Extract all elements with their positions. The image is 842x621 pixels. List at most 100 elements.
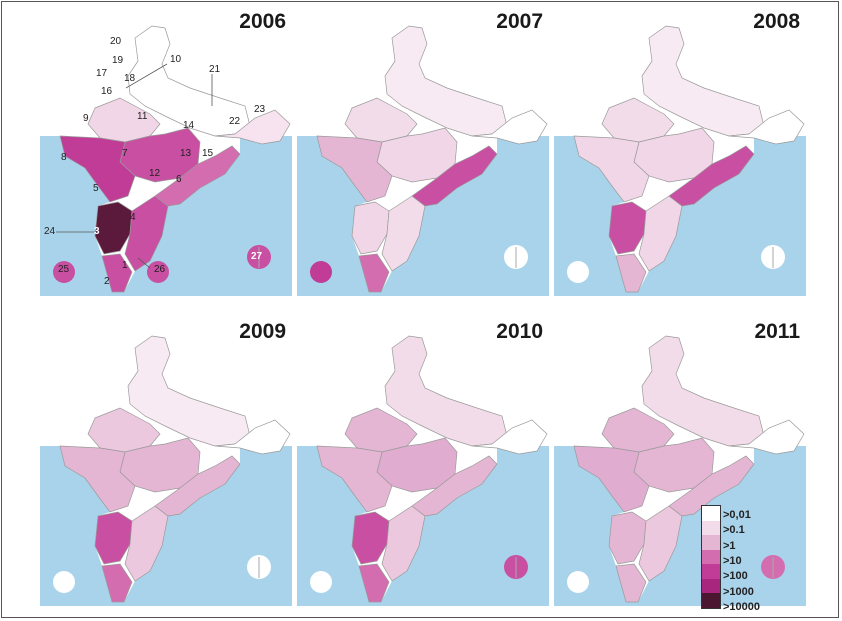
legend-label: >100	[723, 570, 748, 583]
state-label-10: 10	[170, 54, 182, 65]
region-kerala	[101, 563, 133, 603]
legend-label: >0.1	[723, 524, 745, 537]
legend-label: >10	[723, 554, 742, 567]
legend-color-bar	[701, 505, 721, 609]
legend: >0,01 >0.1 >1 >10 >100 >1000 >10000	[701, 505, 783, 613]
region-s	[351, 511, 390, 565]
region-e	[154, 455, 241, 517]
state-label-9: 9	[83, 113, 89, 124]
year-label: 2010	[496, 320, 543, 343]
region-ne	[214, 109, 291, 145]
region-nw	[601, 407, 675, 453]
year-label: 2011	[754, 320, 800, 343]
region-kerala	[615, 563, 647, 603]
state-label-14: 14	[183, 120, 195, 131]
state-label-27: 27	[251, 251, 263, 262]
region-kerala	[615, 253, 647, 293]
state-label-21: 21	[209, 64, 221, 75]
region-e	[154, 145, 241, 207]
state-label-5: 5	[93, 183, 99, 194]
state-label-4: 4	[130, 212, 136, 223]
region-kerala	[358, 253, 390, 293]
map-panel-2008: 2008	[554, 6, 806, 296]
state-label-25: 25	[58, 264, 70, 275]
state-label-19: 19	[112, 55, 124, 66]
state-label-1: 1	[122, 260, 128, 271]
region-kerala	[358, 563, 390, 603]
region-e	[668, 455, 755, 517]
state-label-8: 8	[61, 152, 67, 163]
region-w	[316, 135, 393, 203]
island-26	[147, 261, 169, 283]
legend-swatch	[702, 535, 720, 550]
state-label-6: 6	[176, 174, 182, 185]
legend-label: >1000	[723, 585, 754, 598]
state-label-7: 7	[122, 148, 128, 159]
state-label-23: 23	[254, 104, 266, 115]
region-s	[94, 511, 133, 565]
map-panel-2007: 2007	[297, 6, 549, 296]
island-lakshadweep	[53, 261, 75, 283]
state-label-24: 24	[44, 226, 56, 237]
state-label-2: 2	[104, 276, 110, 287]
legend-label: >0,01	[723, 509, 751, 521]
legend-swatch	[702, 564, 720, 579]
legend-labels: >0,01 >0.1 >1 >10 >100 >1000 >10000	[723, 509, 783, 613]
legend-swatch	[702, 549, 720, 565]
island-lakshadweep	[53, 571, 75, 593]
leader-10	[125, 63, 168, 89]
region-ne	[214, 419, 291, 455]
year-label: 2008	[753, 10, 800, 33]
region-e	[411, 145, 498, 207]
map-panel-2011: 2011	[554, 316, 806, 606]
region-nw	[601, 97, 675, 143]
region-s	[608, 201, 647, 255]
island-lakshadweep	[567, 261, 589, 283]
legend-swatch	[702, 578, 720, 594]
region-ne	[471, 109, 548, 145]
region-ne	[471, 419, 548, 455]
legend-swatch	[702, 593, 720, 609]
map-panel-2009: 2009	[40, 316, 292, 606]
island-lakshadweep	[310, 571, 332, 593]
region-nw	[344, 97, 418, 143]
state-label-22: 22	[229, 116, 241, 127]
legend-label: >10000	[723, 600, 761, 613]
region-e	[668, 145, 755, 207]
year-label: 2009	[239, 320, 286, 343]
region-kerala	[101, 253, 133, 293]
region-s	[608, 511, 647, 565]
region-w	[316, 445, 393, 513]
map-panel-2006: 1 2 3 4 5 6 7 8 9 10 11 12 13 14 15 16 17 18 19 20 21 22 23 24 2…	[40, 6, 292, 296]
region-nw	[87, 407, 161, 453]
region-ne	[728, 419, 805, 455]
region-s	[94, 201, 133, 255]
region-nw	[344, 407, 418, 453]
legend-swatch	[702, 506, 720, 521]
region-nw	[87, 97, 161, 143]
region-w	[59, 445, 136, 513]
state-label-11: 11	[137, 111, 148, 122]
legend-label: >1	[723, 539, 736, 552]
island-lakshadweep	[310, 261, 332, 283]
state-label-18: 18	[124, 73, 136, 84]
island-lakshadweep	[567, 571, 589, 593]
legend-swatch	[702, 520, 720, 536]
state-label-13: 13	[180, 148, 192, 159]
state-label-3: 3	[94, 226, 100, 237]
state-label-15: 15	[202, 148, 214, 159]
region-w	[59, 135, 136, 203]
year-label: 2007	[496, 10, 543, 33]
year-label: 2006	[239, 10, 286, 33]
state-label-20: 20	[110, 36, 122, 47]
region-s	[351, 201, 390, 255]
region-w	[573, 135, 650, 203]
region-w	[573, 445, 650, 513]
state-label-17: 17	[96, 68, 108, 79]
region-e	[411, 455, 498, 517]
state-label-26: 26	[154, 264, 166, 275]
state-label-12: 12	[149, 168, 161, 179]
state-label-16: 16	[101, 86, 113, 97]
region-ne	[728, 109, 805, 145]
leader-26	[137, 257, 151, 269]
